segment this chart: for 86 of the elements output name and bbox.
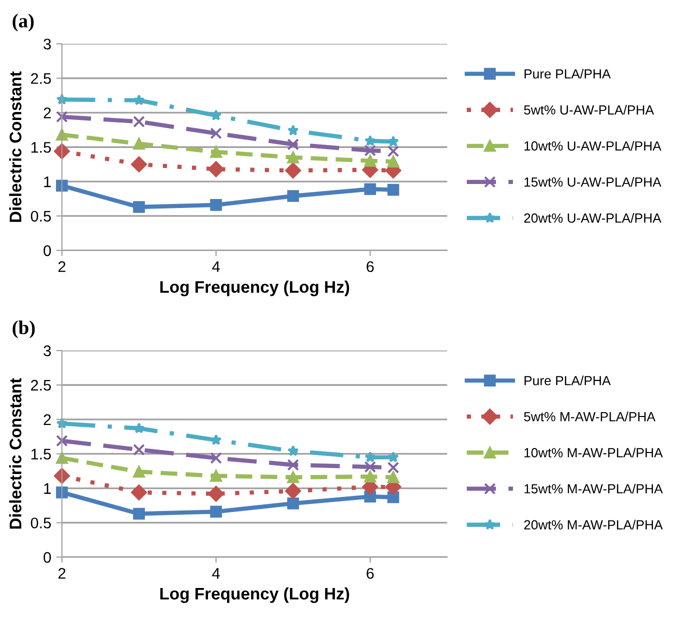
point — [131, 156, 147, 172]
point — [56, 180, 68, 192]
point — [287, 471, 299, 484]
x-tick-label: 4 — [212, 261, 220, 272]
point — [285, 483, 302, 499]
y-tick-label: 0 — [44, 552, 51, 563]
y-tick-label: 2.5 — [31, 73, 51, 84]
legend-label: 15wt% M-AW-PLA/PHA — [524, 484, 663, 494]
point — [287, 190, 299, 202]
point — [208, 161, 224, 178]
legend-label: 5wt% U-AW-PLA/PHA — [524, 104, 654, 115]
point — [364, 451, 376, 462]
x-tick-label: 2 — [58, 261, 66, 272]
y-tick-label: 1 — [44, 483, 51, 494]
point — [387, 471, 400, 484]
point — [56, 128, 68, 141]
point — [210, 146, 222, 158]
point — [287, 152, 299, 164]
point — [210, 199, 222, 211]
point — [364, 135, 376, 146]
y-tick-label: 1 — [44, 176, 51, 188]
point — [210, 127, 222, 140]
y-tick-label: 0 — [44, 245, 51, 256]
point — [285, 162, 302, 178]
point — [133, 201, 145, 213]
y-tick-label: 1.5 — [31, 142, 51, 153]
point — [54, 468, 70, 484]
legend-label: 20wt% M-AW-PLA/PHA — [524, 520, 663, 530]
point — [210, 470, 222, 482]
point — [387, 156, 400, 168]
legend-label: 20wt% U-AW-PLA/PHA — [524, 213, 662, 223]
x-tick-label: 4 — [212, 568, 220, 579]
point — [210, 506, 222, 518]
point — [287, 498, 299, 510]
y-tick-label: 3 — [44, 345, 51, 356]
point — [133, 422, 145, 434]
point — [364, 183, 376, 196]
y-tick-label: 2.5 — [31, 380, 51, 391]
x-axis-title: Log Frequency (Log Hz) — [160, 587, 350, 603]
point — [287, 138, 299, 150]
point — [133, 466, 145, 478]
point — [133, 138, 145, 150]
y-tick-label: 2 — [44, 414, 51, 425]
point — [364, 144, 376, 156]
point — [364, 470, 376, 482]
legend-label: Pure PLA/PHA — [524, 68, 611, 79]
legend-label: 10wt% U-AW-PLA/PHA — [524, 140, 662, 151]
point — [56, 486, 68, 498]
point — [387, 145, 400, 158]
point — [133, 116, 145, 128]
point — [287, 124, 299, 136]
point — [56, 110, 68, 123]
legend-label: Pure PLA/PHA — [524, 376, 611, 386]
y-tick-label: 1.5 — [31, 448, 51, 460]
point — [133, 94, 145, 106]
point — [287, 458, 299, 471]
point — [56, 452, 68, 464]
x-tick-label: 2 — [58, 568, 66, 579]
point — [364, 154, 376, 167]
x-tick-label: 6 — [366, 261, 374, 272]
point — [364, 461, 376, 473]
point — [388, 136, 399, 147]
y-tick-label: 0.5 — [30, 210, 51, 222]
point — [287, 445, 299, 456]
point — [387, 184, 400, 196]
chart-title: (a) — [12, 14, 34, 32]
x-tick-label: 6 — [366, 568, 374, 579]
y-tick-label: 0.5 — [30, 518, 51, 528]
legend-label: 15wt% U-AW-PLA/PHA — [524, 177, 662, 187]
point — [133, 444, 145, 456]
y-tick-label: 2 — [44, 108, 51, 118]
y-axis-title: Dielectric Constant — [9, 378, 22, 529]
point — [208, 486, 224, 502]
point — [387, 462, 400, 474]
point — [388, 451, 399, 462]
y-tick-label: 3 — [44, 38, 51, 50]
point — [133, 508, 145, 520]
point — [210, 452, 222, 464]
x-axis-title: Log Frequency (Log Hz) — [160, 280, 350, 296]
legend-label: 5wt% M-AW-PLA/PHA — [524, 412, 656, 422]
point — [56, 434, 68, 447]
point — [54, 143, 70, 160]
y-axis-title: Dielectric Constant — [9, 71, 22, 222]
legend-label: 10wt% M-AW-PLA/PHA — [524, 448, 663, 458]
point — [131, 484, 147, 500]
chart-title: (b) — [12, 320, 35, 338]
